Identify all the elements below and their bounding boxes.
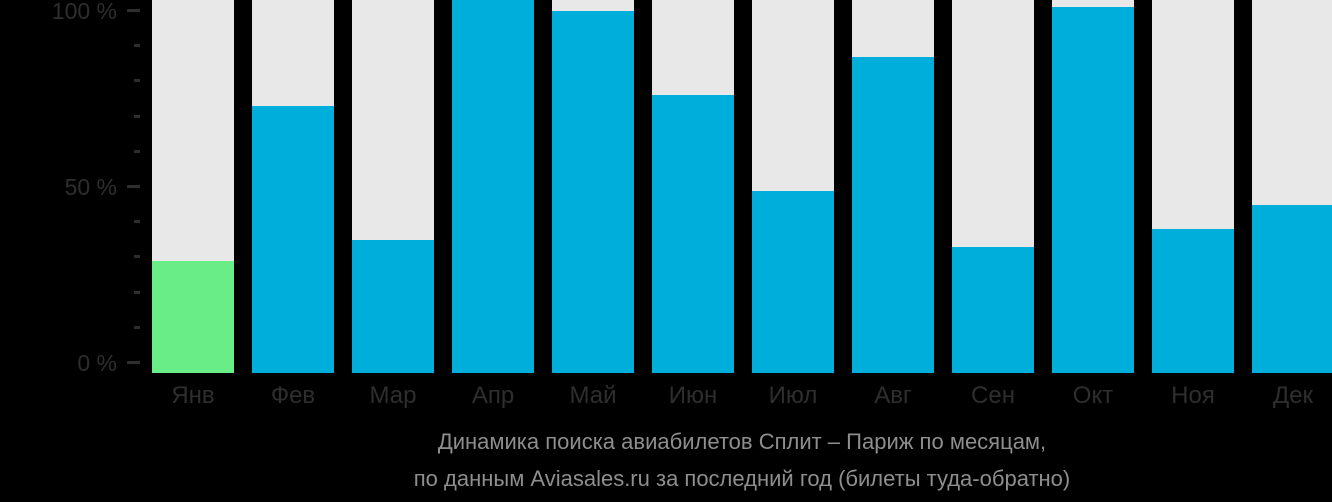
- y-axis-tick: [127, 9, 140, 12]
- bar-column: [152, 0, 234, 373]
- bar-column: [252, 0, 334, 373]
- y-axis-tick: [127, 185, 140, 188]
- x-axis-label: Ноя: [1171, 382, 1215, 409]
- bar: [452, 0, 534, 373]
- bar-column: [452, 0, 534, 373]
- bar-column: [1052, 0, 1134, 373]
- bar-column: [352, 0, 434, 373]
- x-axis-label: Июн: [668, 382, 718, 409]
- y-axis-tick: [134, 325, 140, 329]
- bar: [252, 106, 334, 373]
- y-axis-tick: [134, 114, 140, 118]
- bar-column: [1252, 0, 1332, 373]
- bar-column: [752, 0, 834, 373]
- y-axis-tick: [134, 44, 140, 48]
- bar: [1052, 7, 1134, 373]
- x-axis-label: Мар: [369, 382, 417, 409]
- y-axis-label: 100 %: [51, 0, 117, 24]
- bar: [152, 261, 234, 373]
- x-axis-label: Май: [569, 382, 617, 409]
- bar: [1252, 205, 1332, 373]
- y-axis-label: 0 %: [77, 350, 117, 376]
- chart-subtitle: по данным Aviasales.ru за последний год …: [413, 466, 1071, 491]
- bar: [1152, 229, 1234, 373]
- bar-column: [952, 0, 1034, 373]
- y-axis-tick: [134, 79, 140, 83]
- y-axis-tick: [134, 290, 140, 294]
- bar: [752, 191, 834, 373]
- caption: Динамика поиска авиабилетов Сплит – Пари…: [152, 423, 1332, 497]
- x-axis-label: Янв: [171, 382, 215, 409]
- x-axis-label: Фев: [270, 382, 316, 409]
- x-axis-label: Окт: [1072, 382, 1114, 409]
- bar-column: [552, 0, 634, 373]
- chart-title: Динамика поиска авиабилетов Сплит – Пари…: [437, 429, 1047, 454]
- bar-column: [852, 0, 934, 373]
- x-axis-label: Сен: [971, 382, 1015, 409]
- bar-column: [652, 0, 734, 373]
- x-axis-label: Июл: [768, 382, 818, 409]
- bar: [552, 11, 634, 373]
- plot-area: 0 % 50 % 100 % Янв Фев Мар Апр Май Июн Июл Авг Сен…: [51, 0, 1332, 409]
- x-axis-label: Дек: [1272, 382, 1314, 409]
- x-axis-label: Апр: [471, 382, 515, 409]
- y-axis-label: 50 %: [64, 174, 117, 200]
- x-axis-label: Авг: [874, 382, 912, 409]
- bar: [852, 57, 934, 373]
- y-axis-tick: [127, 361, 140, 364]
- y-axis-tick: [134, 220, 140, 224]
- y-axis-tick: [134, 255, 140, 259]
- bar: [952, 247, 1034, 373]
- y-axis-tick: [134, 149, 140, 153]
- bar-column: [1152, 0, 1234, 373]
- bar: [652, 95, 734, 373]
- bar: [352, 240, 434, 373]
